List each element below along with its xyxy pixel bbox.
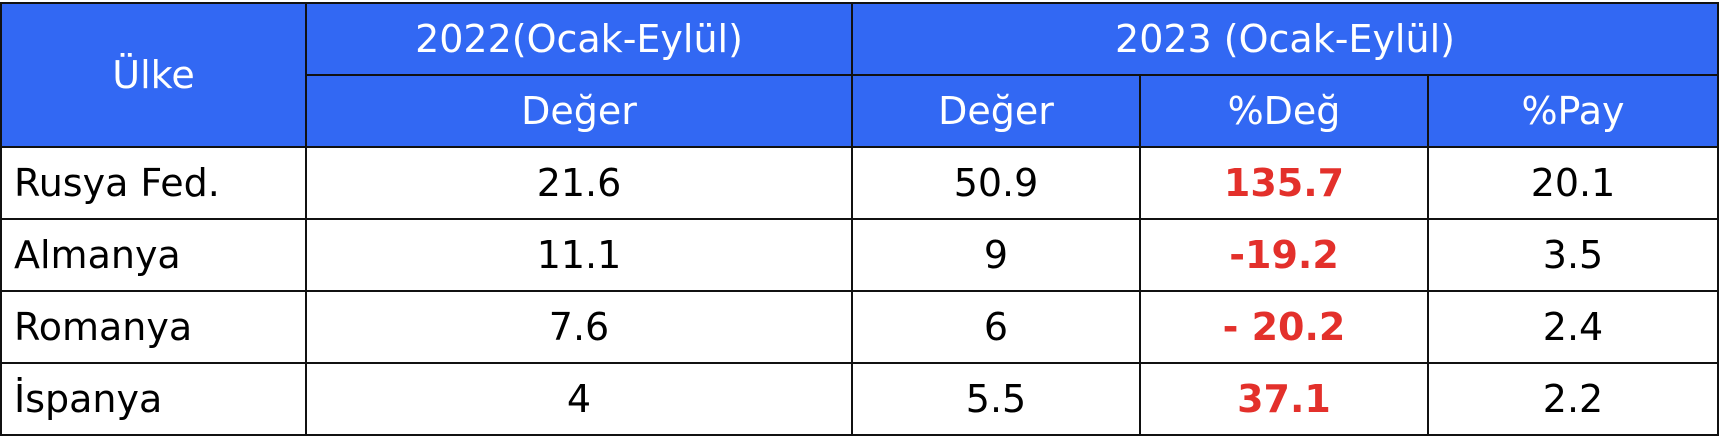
table-row: Romanya 7.6 6- 20.2 2.4 bbox=[0, 290, 1719, 364]
table-body: Rusya Fed. 21.6 50.9 135.7 20.1 Almanya 11.1 9-… bbox=[0, 146, 1719, 436]
value-cell: 21.6 bbox=[305, 146, 853, 220]
table-row: Rusya Fed. 21.6 50.9 135.7 20.1 bbox=[0, 146, 1719, 220]
country-cell: Romanya bbox=[0, 290, 307, 364]
value-cell: 9 bbox=[851, 218, 1141, 292]
header-cell: 2022(Ocak-Eylül) bbox=[305, 2, 853, 76]
header-cell: Değer bbox=[305, 74, 853, 148]
value-cell: 4 bbox=[305, 362, 853, 436]
header-cell: 2023 (Ocak-Eylül) bbox=[851, 2, 1719, 76]
value-cell: 2.4 bbox=[1427, 290, 1719, 364]
header-cell: %Pay bbox=[1427, 74, 1719, 148]
value-cell: 3.5 bbox=[1427, 218, 1719, 292]
header-cell: Ülke bbox=[0, 2, 307, 148]
header-row: Değer Değer %Değ %Pay bbox=[1, 74, 1719, 148]
value-cell: 7.6 bbox=[305, 290, 853, 364]
value-cell: 11.1 bbox=[305, 218, 853, 292]
table-row: İspanya 4 5.5 37.1 2.2 bbox=[0, 362, 1719, 436]
value-cell: -19.2 bbox=[1139, 218, 1429, 292]
country-cell: Almanya bbox=[0, 218, 307, 292]
country-cell: Rusya Fed. bbox=[0, 146, 307, 220]
table-row: Almanya 11.1 9 -19.2 3.5 bbox=[0, 218, 1719, 292]
header-cell: %Değ bbox=[1139, 74, 1429, 148]
value-cell: 50.9 bbox=[851, 146, 1141, 220]
country-cell: İspanya bbox=[0, 362, 307, 436]
header-row: Ülke 2022(Ocak-Eylül) 2023 (Ocak-Eylül) bbox=[0, 2, 1719, 148]
table-header: Ülke 2022(Ocak-Eylül) 2023 (Ocak-Eylül) … bbox=[0, 2, 1719, 148]
value-cell: 37.1 bbox=[1139, 362, 1429, 436]
value-cell: 135.7 bbox=[1139, 146, 1429, 220]
value-cell: 6 bbox=[851, 290, 1141, 364]
value-cell: 5.5 bbox=[851, 362, 1141, 436]
value-cell: - 20.2 bbox=[1139, 290, 1429, 364]
value-cell: 20.1 bbox=[1427, 146, 1719, 220]
header-cell: Değer bbox=[851, 74, 1141, 148]
value-cell: 2.2 bbox=[1427, 362, 1719, 436]
